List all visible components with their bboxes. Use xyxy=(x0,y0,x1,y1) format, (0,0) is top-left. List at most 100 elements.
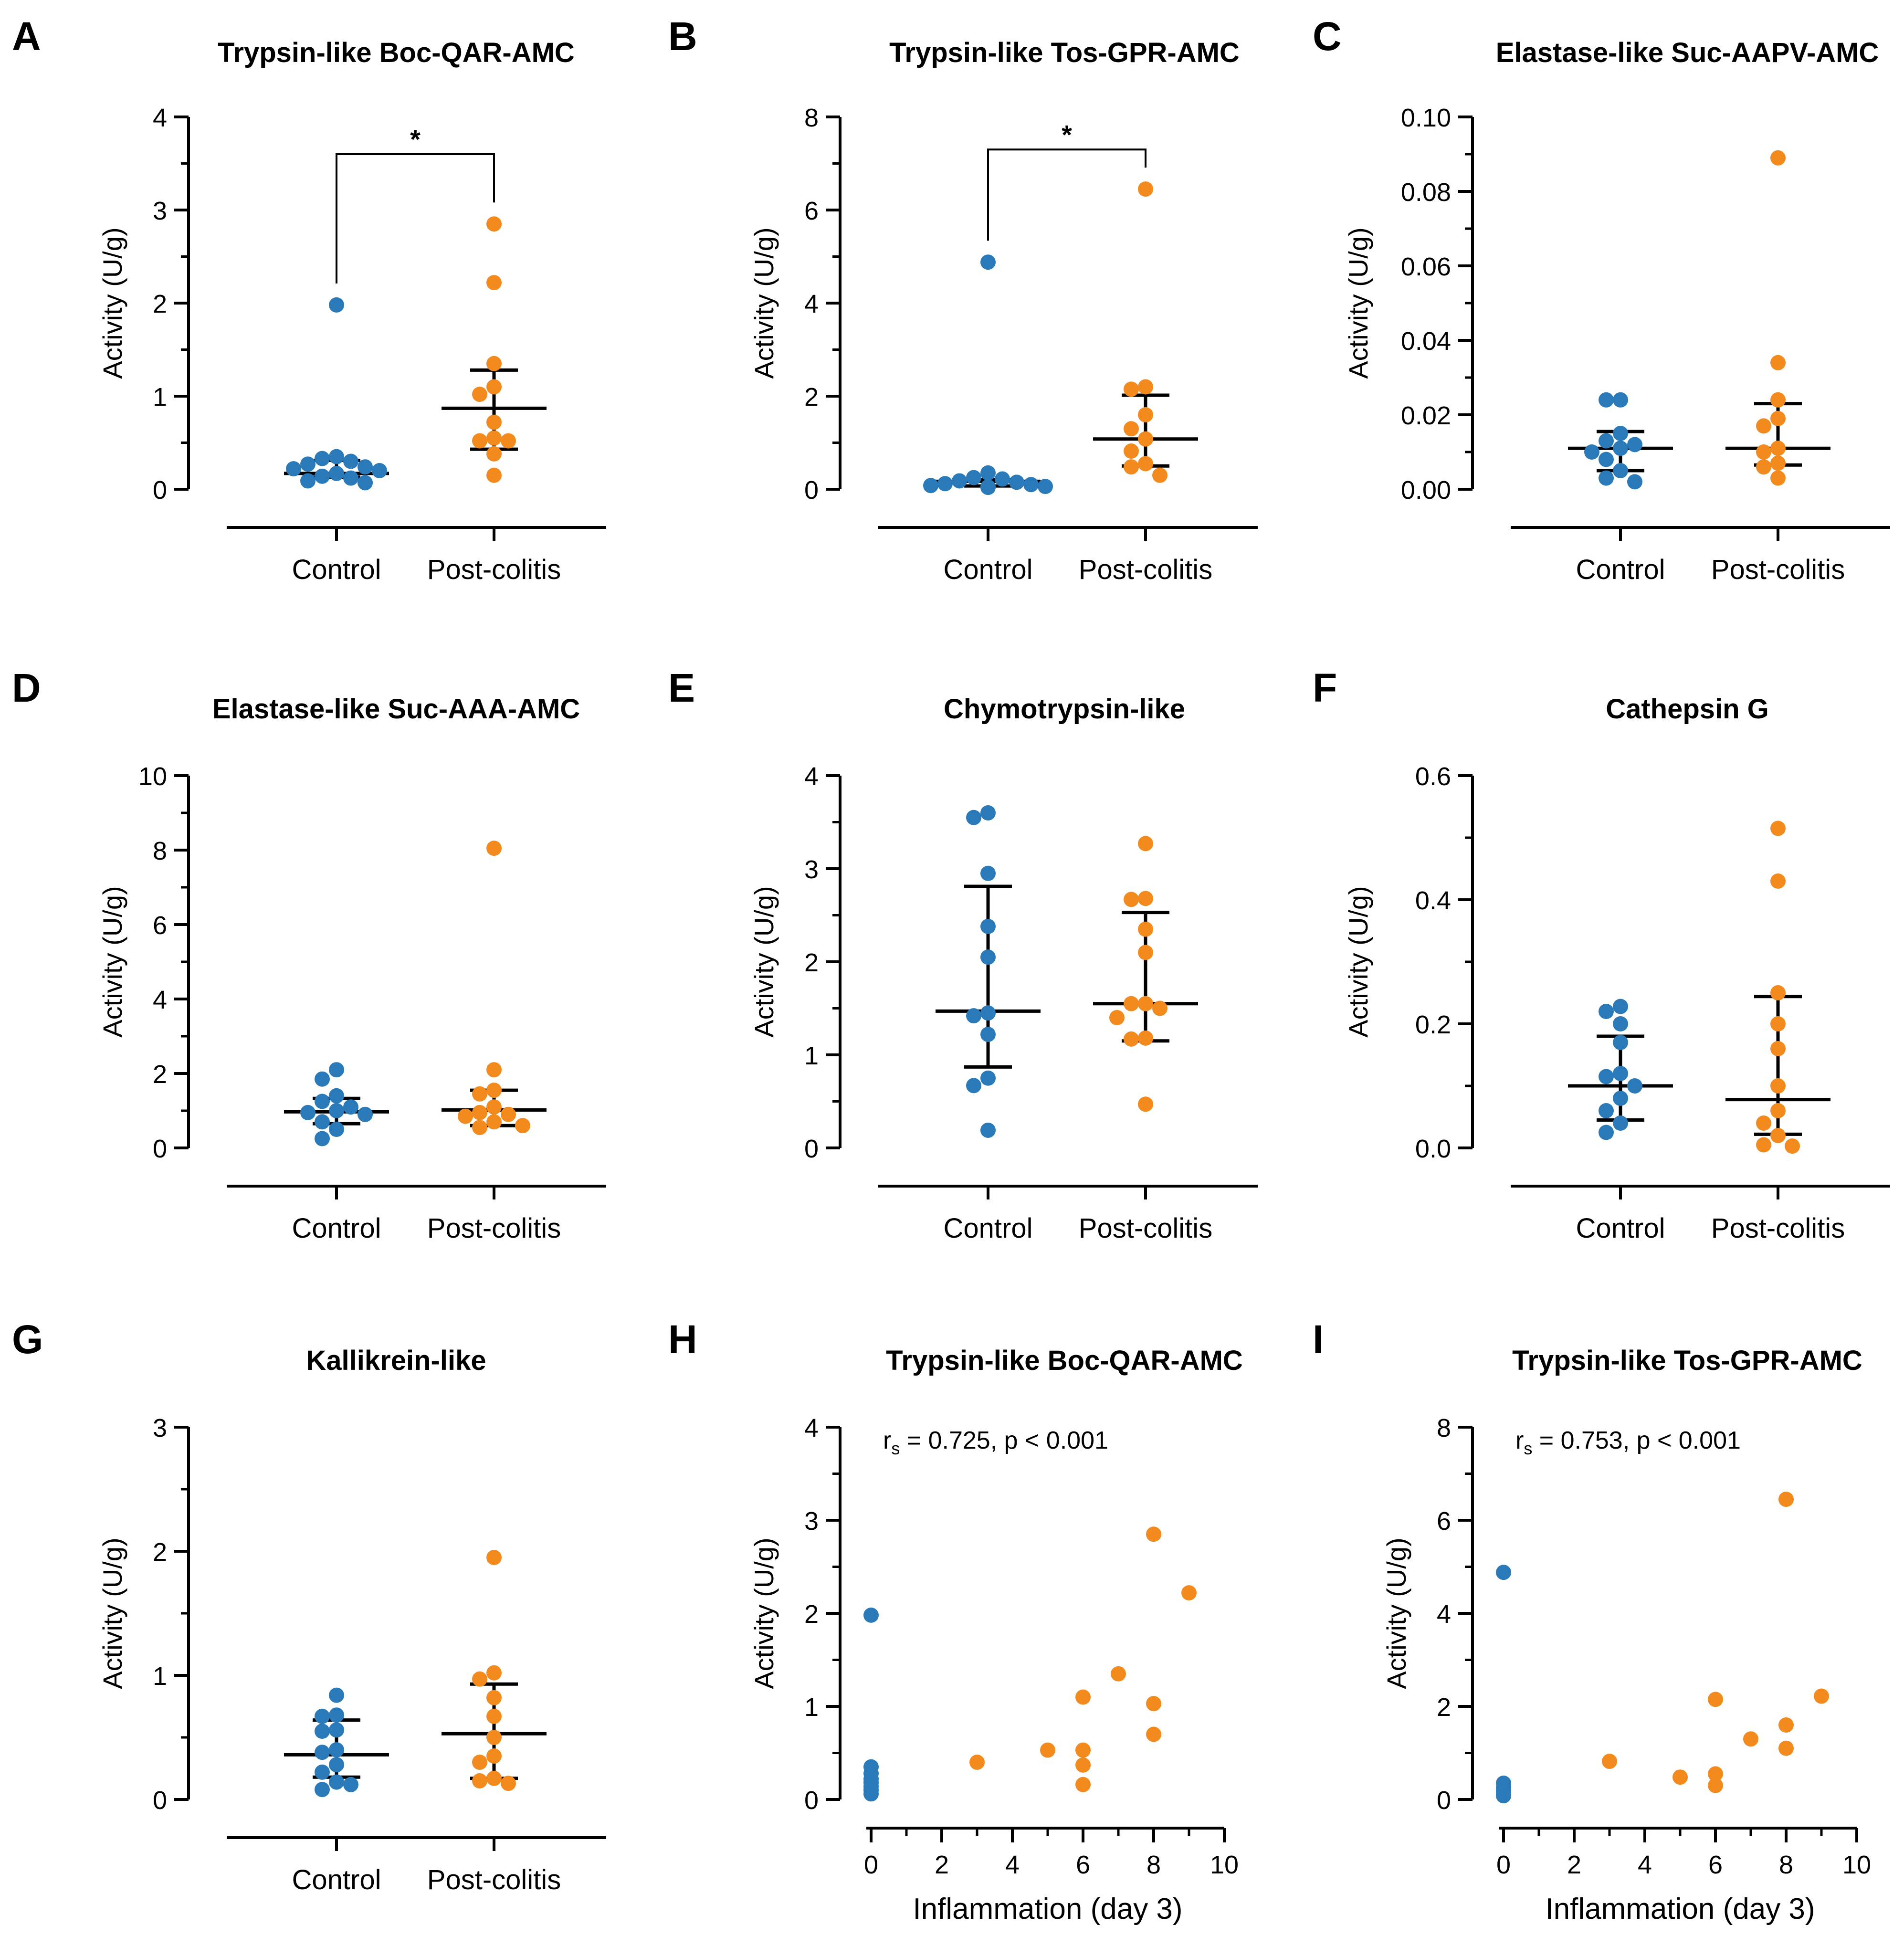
x-tick-label: 2 xyxy=(935,1851,949,1879)
rs-prefix: r xyxy=(1515,1427,1524,1454)
x-tick-label: Post-colitis xyxy=(427,1864,561,1895)
panel-letter: D xyxy=(12,665,41,710)
post-colitis-point xyxy=(1138,1096,1153,1112)
control-point xyxy=(329,1742,344,1757)
y-tick-label: 3 xyxy=(153,1414,167,1442)
chart-title: Elastase-like Suc-AAPV-AMC xyxy=(1496,37,1879,68)
y-tick-label: 8 xyxy=(1437,1414,1451,1442)
x-tick-label: Control xyxy=(1576,554,1665,585)
post-colitis-point xyxy=(1075,1757,1091,1773)
post-colitis-point xyxy=(1138,921,1153,937)
chart-title: Cathepsin G xyxy=(1606,694,1769,725)
post-colitis-point xyxy=(486,1770,502,1786)
y-tick-label: 0.04 xyxy=(1401,327,1451,356)
post-colitis-point xyxy=(1124,421,1139,437)
x-tick-label: Post-colitis xyxy=(1079,1213,1212,1244)
post-colitis-point xyxy=(1075,1742,1091,1758)
post-colitis-point xyxy=(1743,1731,1758,1747)
y-tick-label: 2 xyxy=(153,1538,167,1567)
post-colitis-point xyxy=(1770,455,1786,471)
control-point xyxy=(980,918,996,934)
post-colitis-point xyxy=(1109,1010,1125,1025)
y-tick-label: 0.2 xyxy=(1415,1010,1451,1039)
y-tick-label: 1 xyxy=(804,1041,819,1070)
control-point xyxy=(315,1114,330,1130)
post-colitis-point xyxy=(1138,379,1153,395)
y-tick-label: 0.02 xyxy=(1401,401,1451,430)
panel-h: H Trypsin-like Boc-QAR-AMC 0 1 2 3 4 Activity (… xyxy=(668,1317,1243,1925)
post-colitis-point xyxy=(486,414,502,430)
panel-letter: I xyxy=(1313,1317,1324,1362)
post-colitis-point xyxy=(1602,1754,1617,1769)
panel-a: A Trypsin-like Boc-QAR-AMC 0 1 2 3 4 Activity (… xyxy=(12,14,606,585)
x-tick-label: Post-colitis xyxy=(1711,554,1845,585)
control-point xyxy=(1613,1035,1628,1050)
control-point xyxy=(995,471,1010,487)
control-point xyxy=(966,1078,981,1094)
post-colitis-point xyxy=(472,1104,487,1120)
control-point xyxy=(1009,474,1024,490)
post-colitis-point xyxy=(1138,181,1153,197)
post-colitis-point xyxy=(1770,820,1786,836)
post-colitis-point xyxy=(486,1690,502,1705)
x-tick-label: 2 xyxy=(1567,1851,1581,1879)
post-colitis-point xyxy=(1181,1585,1197,1601)
post-colitis-point xyxy=(1778,1717,1794,1733)
control-point xyxy=(1627,1078,1642,1094)
control-point xyxy=(980,1070,996,1086)
x-axis-label: Inflammation (day 3) xyxy=(1545,1893,1815,1925)
y-tick-label: 0.00 xyxy=(1401,476,1451,505)
x-tick-label: 4 xyxy=(1005,1851,1020,1879)
post-colitis-point xyxy=(1124,892,1139,907)
panel-g: G Kallikrein-like 0 1 2 3 Activity (U/g) Contro… xyxy=(12,1317,606,1895)
control-point xyxy=(329,449,344,464)
control-point xyxy=(358,1106,373,1122)
x-tick-label: Post-colitis xyxy=(1711,1213,1845,1244)
control-point xyxy=(1613,1016,1628,1031)
post-colitis-point xyxy=(486,446,502,462)
control-point xyxy=(329,1103,344,1118)
control-point xyxy=(315,1131,330,1147)
x-tick-label: 0 xyxy=(1496,1851,1511,1879)
post-colitis-point xyxy=(1138,431,1153,447)
post-colitis-point xyxy=(1040,1742,1055,1758)
control-point xyxy=(1627,437,1642,452)
panel-c: C Elastase-like Suc-AAPV-AMC 0.00 0.02 0.04 0… xyxy=(1313,14,1890,585)
control-point xyxy=(1038,479,1053,494)
y-tick-label: 1 xyxy=(153,383,167,411)
post-colitis-point xyxy=(1756,459,1771,475)
post-colitis-point xyxy=(1111,1666,1126,1682)
post-colitis-point xyxy=(486,467,502,483)
panel-letter: F xyxy=(1313,665,1337,710)
post-colitis-point xyxy=(458,1108,473,1124)
panel-f: F Cathepsin G 0.0 0.2 0.4 0.6 Activity (U/g) Co… xyxy=(1313,665,1890,1244)
post-colitis-point xyxy=(1152,1000,1168,1016)
post-colitis-point xyxy=(1770,1128,1786,1143)
control-point xyxy=(1599,433,1614,449)
post-colitis-point xyxy=(1770,1103,1786,1118)
y-tick-label: 6 xyxy=(1437,1507,1451,1536)
post-colitis-point xyxy=(486,1062,502,1078)
y-tick-label: 6 xyxy=(804,197,819,225)
post-colitis-point xyxy=(486,1099,502,1115)
control-point xyxy=(980,1027,996,1042)
y-tick-label: 0 xyxy=(153,1786,167,1815)
y-axis-label: Activity (U/g) xyxy=(97,227,127,379)
post-colitis-point xyxy=(1124,381,1139,397)
post-colitis-point xyxy=(1770,1041,1786,1056)
y-tick-label: 1 xyxy=(153,1662,167,1691)
x-tick-label: 10 xyxy=(1842,1851,1871,1879)
post-colitis-point xyxy=(1708,1692,1723,1707)
control-point xyxy=(1599,392,1614,408)
control-point xyxy=(952,473,967,489)
post-colitis-point xyxy=(1770,1016,1786,1031)
y-axis-label: Activity (U/g) xyxy=(1381,1537,1411,1689)
post-colitis-point xyxy=(1146,1526,1161,1542)
control-point xyxy=(343,1777,358,1792)
control-point xyxy=(1023,477,1039,493)
y-tick-label: 6 xyxy=(153,911,167,940)
control-point xyxy=(315,1708,330,1724)
x-tick-label: 6 xyxy=(1076,1851,1090,1879)
control-point xyxy=(1613,1091,1628,1106)
